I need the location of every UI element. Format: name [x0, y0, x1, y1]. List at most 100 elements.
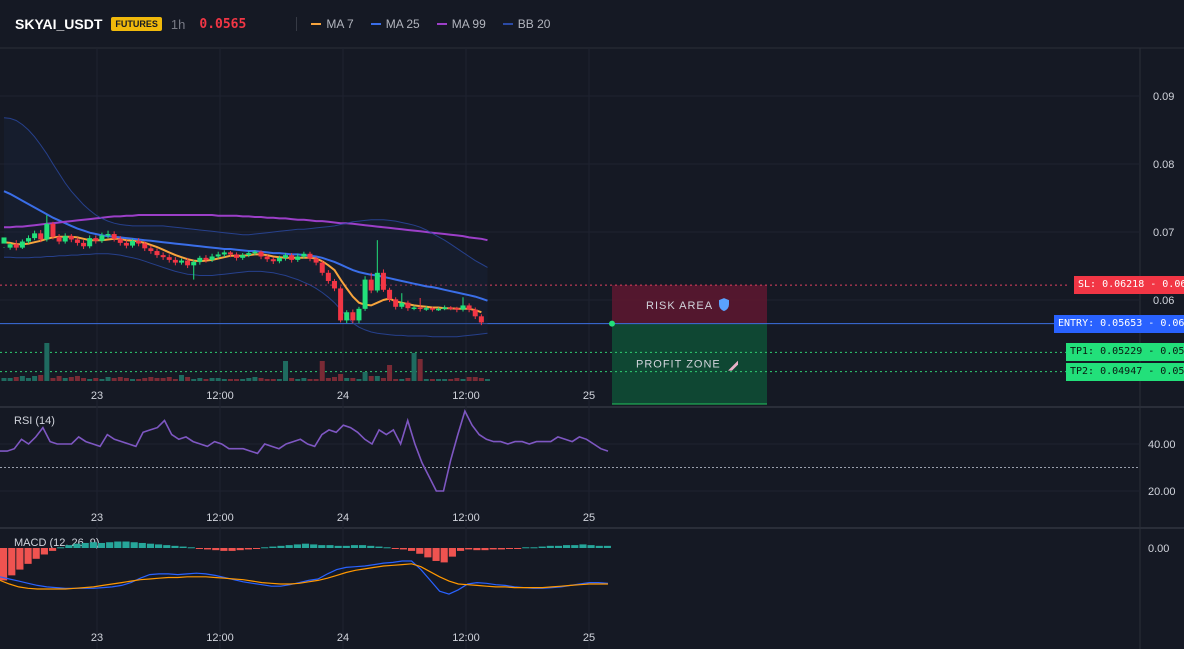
- macd-time-tick-label: 25: [583, 632, 595, 644]
- macd-histogram-bar: [89, 542, 97, 548]
- macd-histogram-bar: [457, 548, 465, 551]
- timeframe-label[interactable]: 1h: [170, 16, 186, 32]
- futures-badge: FUTURES: [111, 17, 162, 31]
- rsi-title: RSI (14): [14, 415, 55, 427]
- candle-body: [93, 238, 99, 241]
- tp2-tag: TP2: 0.04947 - 0.05: [1066, 362, 1184, 381]
- candle-body: [166, 257, 172, 260]
- rsi-time-tick-label: 12:00: [206, 512, 234, 524]
- volume-bar: [405, 378, 411, 381]
- volume-bar: [484, 379, 490, 381]
- legend-bb20-swatch: [502, 23, 513, 25]
- series-line-bb-20-lower: [4, 253, 488, 338]
- macd-histogram-bar: [489, 548, 497, 550]
- volume-bar: [13, 377, 19, 381]
- macd-histogram-bar: [350, 545, 359, 548]
- volume-bar: [234, 379, 240, 381]
- legend-ma99[interactable]: MA 99: [436, 17, 486, 31]
- candle-body: [264, 256, 270, 260]
- tp1-tag: TP1: 0.05229 - 0.05: [1066, 343, 1184, 362]
- candle-body: [350, 312, 356, 321]
- candle-body: [478, 316, 484, 323]
- candle-body: [319, 262, 325, 273]
- volume-bar: [442, 379, 448, 381]
- volume-bar: [264, 379, 270, 381]
- macd-histogram-bar: [277, 545, 285, 548]
- volume-bar: [325, 378, 331, 381]
- macd-histogram-bar: [73, 543, 81, 548]
- candle-body: [289, 255, 295, 260]
- candle-body: [374, 272, 380, 291]
- indicator-legend: MA 7 MA 25 MA 99 BB 20: [311, 17, 567, 31]
- symbol-label[interactable]: SKYAI_USDT: [15, 16, 103, 32]
- price-tick-label: 0.08: [1153, 159, 1174, 171]
- rsi-tick-label: 40.00: [1148, 439, 1176, 451]
- candle-body: [387, 289, 393, 300]
- macd-tick-label: 0.00: [1148, 543, 1169, 555]
- macd-histogram-bar: [514, 548, 522, 549]
- macd-histogram-bar: [138, 542, 146, 548]
- candle-body: [411, 307, 417, 309]
- volume-bar: [215, 378, 221, 381]
- macd-histogram-bar: [522, 547, 530, 549]
- volume-bar: [350, 378, 356, 381]
- volume-bar: [130, 379, 136, 381]
- macd-histogram-bar: [465, 548, 473, 550]
- volume-bar: [136, 379, 142, 381]
- volume-bar: [191, 379, 197, 381]
- volume-bar: [338, 374, 344, 381]
- macd-histogram-bar: [399, 548, 407, 550]
- macd-histogram-bar: [432, 548, 440, 561]
- volume-bar: [160, 378, 166, 381]
- candle-body: [148, 248, 154, 252]
- candle-body: [417, 307, 423, 309]
- macd-histogram-bar: [57, 547, 65, 549]
- macd-histogram-bar: [204, 548, 212, 550]
- macd-histogram-bar: [375, 546, 383, 548]
- macd-histogram-bar: [554, 545, 563, 548]
- macd-histogram-bar: [391, 548, 399, 549]
- candle-body: [356, 308, 362, 321]
- candle-body: [105, 234, 111, 236]
- volume-bar: [68, 377, 74, 381]
- volume-bar: [283, 361, 289, 381]
- volume-bar: [417, 359, 423, 381]
- candle-body: [178, 260, 184, 263]
- volume-bar: [362, 372, 368, 381]
- macd-histogram-bar: [383, 547, 391, 549]
- legend-ma25[interactable]: MA 25: [370, 17, 420, 31]
- macd-histogram-bar: [236, 548, 244, 551]
- candle-body: [56, 236, 62, 242]
- macd-histogram-bar: [8, 548, 16, 576]
- rsi-time-tick-label: 25: [583, 512, 595, 524]
- macd-histogram-bar: [448, 548, 456, 557]
- volume-bar: [374, 376, 380, 381]
- candle-body: [258, 251, 264, 257]
- candle-body: [423, 308, 429, 310]
- candle-body: [99, 235, 105, 241]
- legend-ma7[interactable]: MA 7: [311, 17, 354, 31]
- macd-histogram-bar: [481, 548, 489, 551]
- macd-histogram-bar: [440, 548, 448, 563]
- macd-histogram-bar: [530, 547, 538, 549]
- candle-body: [295, 256, 301, 260]
- candle-body: [185, 260, 191, 266]
- volume-bar: [478, 378, 484, 381]
- macd-histogram-bar: [603, 545, 611, 548]
- volume-bar: [472, 377, 478, 381]
- rsi-line: [0, 408, 609, 492]
- risk-area-zone: [612, 285, 767, 324]
- rsi-time-tick-label: 12:00: [452, 512, 480, 524]
- macd-histogram-bar: [497, 548, 505, 550]
- time-tick-label: 23: [91, 390, 103, 402]
- volume-bar: [166, 377, 172, 381]
- legend-bb20[interactable]: BB 20: [502, 17, 550, 31]
- macd-histogram-bar: [81, 542, 89, 548]
- volume-bar: [301, 378, 307, 381]
- macd-line-signal: [0, 563, 608, 590]
- candle-body: [1, 237, 7, 244]
- volume-bar: [448, 379, 454, 381]
- volume-bar: [289, 378, 295, 381]
- volume-bar: [19, 376, 25, 381]
